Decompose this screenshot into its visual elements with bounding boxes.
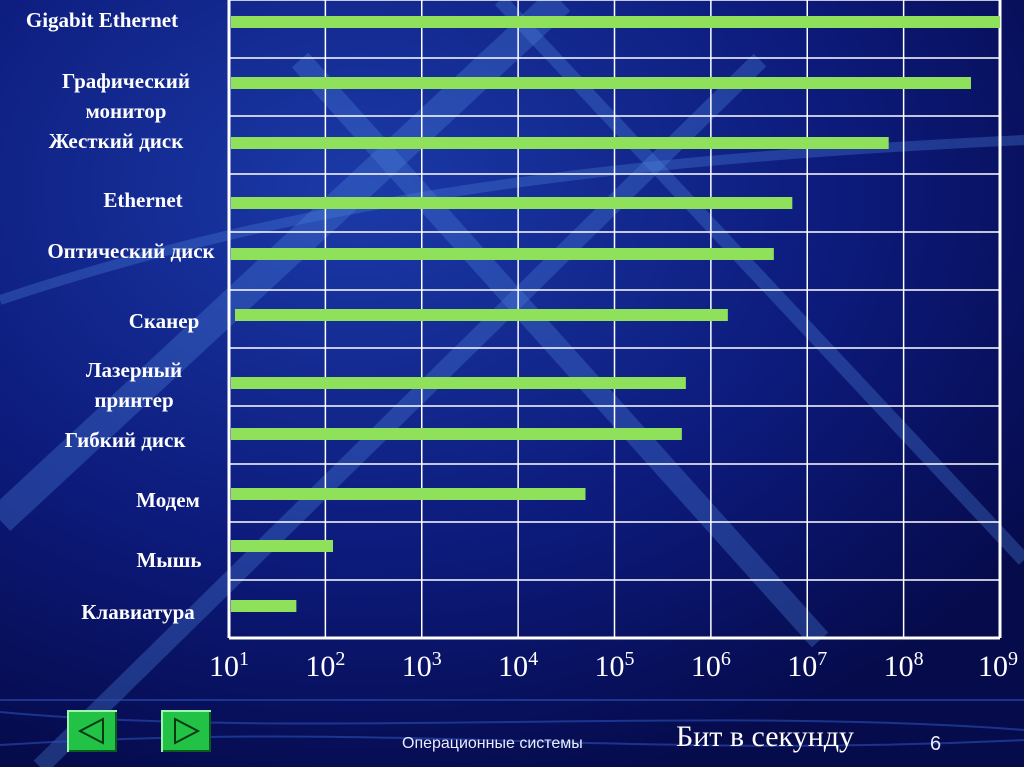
category-label: Сканер xyxy=(128,309,200,333)
category-label: Оптический диск xyxy=(47,239,215,263)
x-tick-exponent: 9 xyxy=(1008,648,1018,670)
category-label: Gigabit Ethernet xyxy=(25,8,179,32)
category-label: Модем xyxy=(136,488,200,512)
bar xyxy=(231,488,586,500)
chart-bars xyxy=(231,16,1000,612)
bar xyxy=(231,16,1000,28)
x-tick-exponent: 8 xyxy=(913,648,924,670)
x-tick-exponent: 5 xyxy=(624,648,635,670)
category-label: Графический монитор xyxy=(62,69,190,123)
x-tick-label: 105 xyxy=(594,648,635,683)
triangle-left-icon xyxy=(77,717,104,745)
bar xyxy=(231,600,297,612)
next-slide-button[interactable] xyxy=(161,710,211,752)
x-tick-exponent: 7 xyxy=(817,648,828,670)
bar xyxy=(231,377,686,389)
category-label: Ethernet xyxy=(103,188,183,212)
x-tick-exponent: 6 xyxy=(720,648,731,670)
x-tick-label: 104 xyxy=(498,648,539,683)
previous-slide-button[interactable] xyxy=(67,710,117,752)
bar xyxy=(231,197,793,209)
x-tick-exponent: 1 xyxy=(239,648,249,670)
x-tick-label: 103 xyxy=(401,648,442,683)
x-tick-exponent: 3 xyxy=(431,648,442,670)
bar xyxy=(231,137,889,149)
x-tick-label: 107 xyxy=(787,648,828,683)
bar xyxy=(235,309,728,321)
x-tick-label: 109 xyxy=(978,648,1018,683)
category-label: Гибкий диск xyxy=(64,428,186,452)
bar xyxy=(231,77,971,89)
x-tick-label: 101 xyxy=(209,648,249,683)
x-tick-exponent: 4 xyxy=(528,648,539,670)
bar xyxy=(231,248,774,260)
page-number: 6 xyxy=(930,733,942,755)
category-label: Мышь xyxy=(136,548,202,572)
triangle-right-icon xyxy=(174,717,201,745)
category-label: Лазерный принтер xyxy=(85,358,183,412)
x-tick-label: 108 xyxy=(883,648,924,683)
bar xyxy=(231,540,334,552)
x-axis-title: Бит в секунду xyxy=(676,720,855,753)
category-label: Жесткий диск xyxy=(48,129,184,153)
x-tick-label: 102 xyxy=(305,648,346,683)
x-tick-exponent: 2 xyxy=(335,648,346,670)
bar xyxy=(231,428,682,440)
course-title: Операционные системы xyxy=(402,735,583,752)
x-tick-label: 106 xyxy=(690,648,731,683)
category-label: Клавиатура xyxy=(81,600,195,624)
